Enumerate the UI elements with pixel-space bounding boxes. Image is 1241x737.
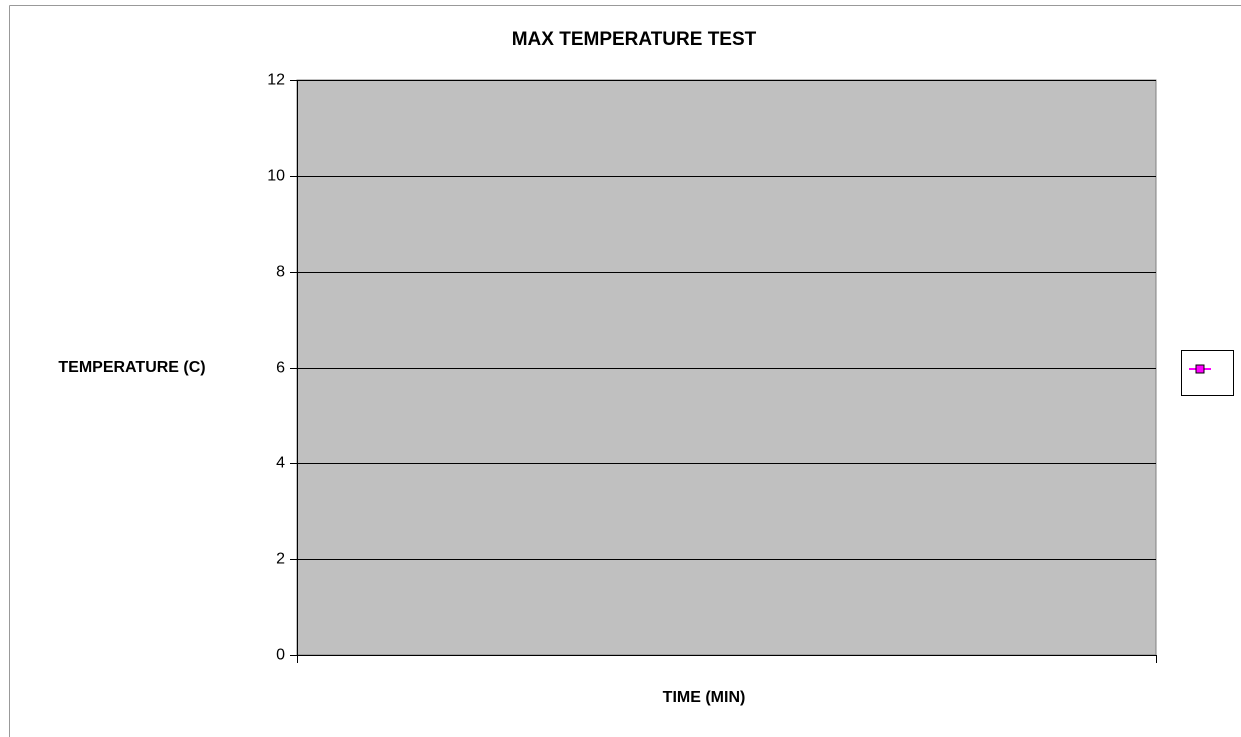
y-tick-label: 2 bbox=[276, 551, 285, 568]
legend-marker bbox=[1195, 364, 1205, 374]
x-axis-label: TIME (MIN) bbox=[663, 689, 746, 706]
chart-title: MAX TEMPERATURE TEST bbox=[512, 29, 757, 50]
y-axis-label: TEMPERATURE (C) bbox=[58, 359, 205, 376]
y-tick-label: 8 bbox=[276, 264, 285, 281]
y-tick-label: 6 bbox=[276, 360, 285, 377]
y-tick-label: 12 bbox=[267, 72, 285, 89]
plot-area bbox=[296, 79, 1157, 656]
legend-box bbox=[1181, 350, 1234, 396]
y-tick-label: 0 bbox=[276, 647, 285, 664]
y-tick-label: 4 bbox=[276, 455, 285, 472]
y-tick-label: 10 bbox=[267, 168, 285, 185]
